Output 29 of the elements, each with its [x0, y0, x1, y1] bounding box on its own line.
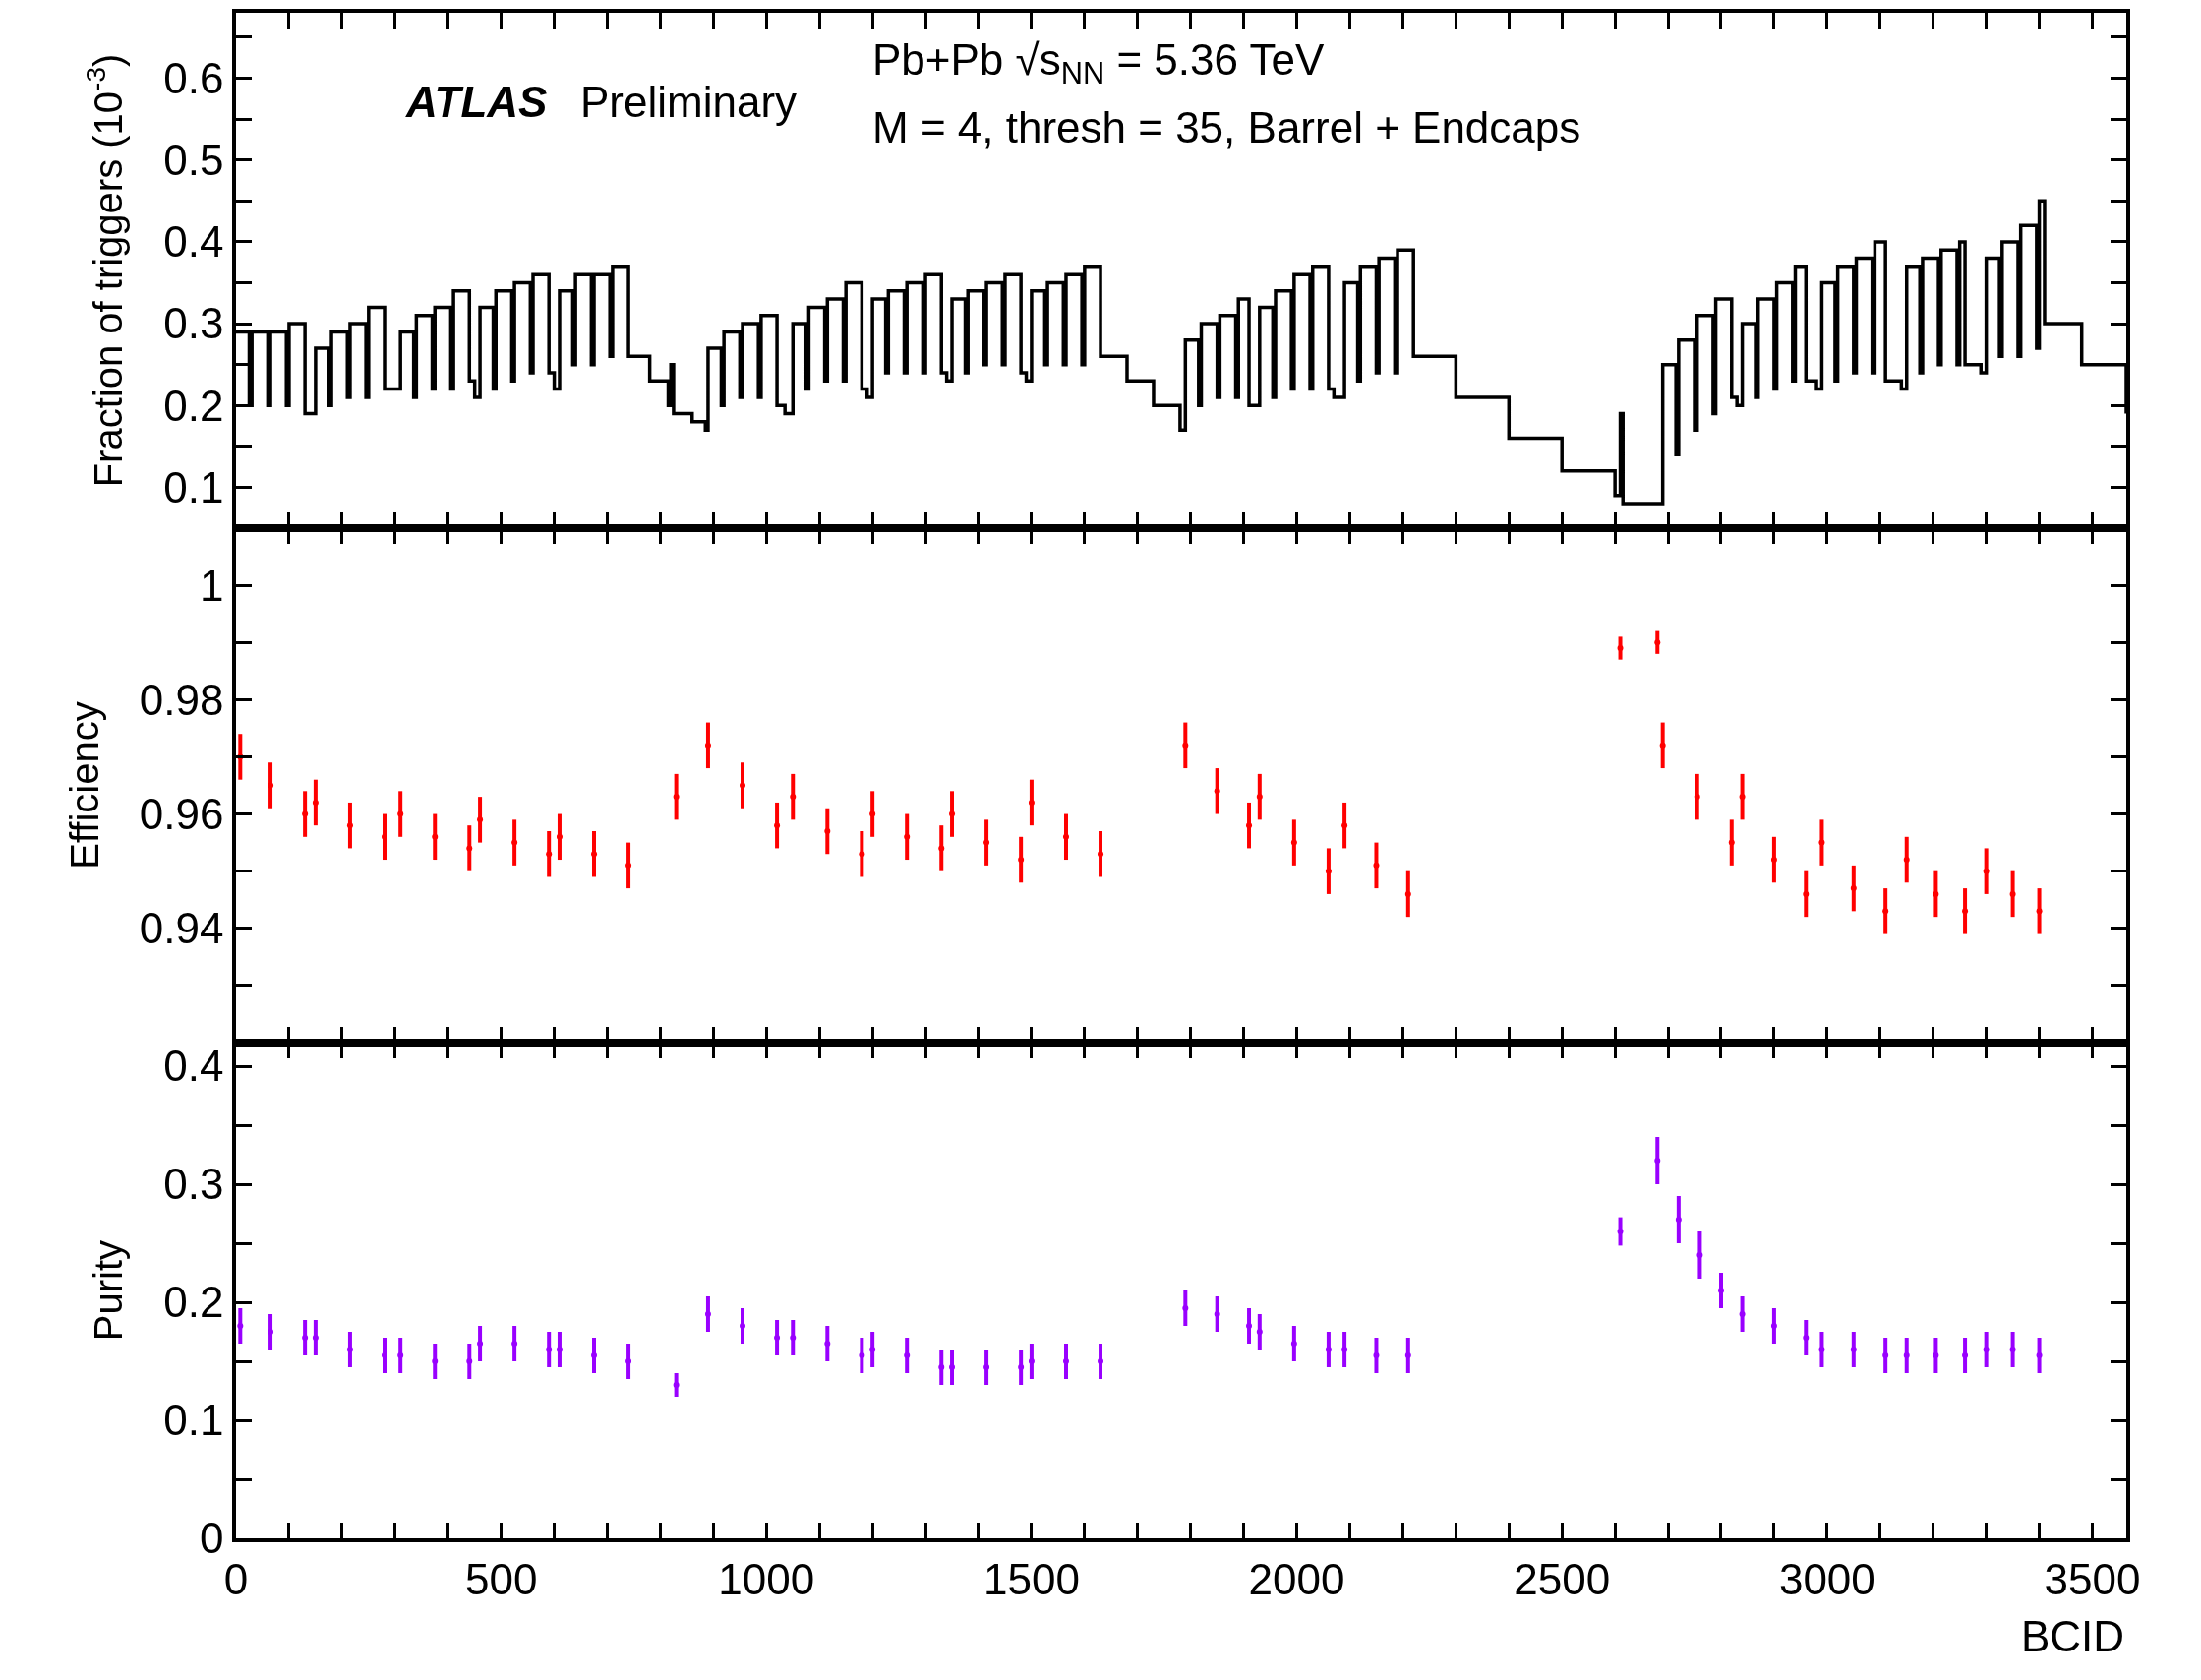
x-tick-label: 1000: [718, 1554, 815, 1603]
y-tick-label: 0.1: [163, 1396, 224, 1445]
annotation: M = 4, thresh = 35, Barrel + Endcaps: [872, 103, 1581, 151]
annotation: ATLAS: [405, 78, 548, 126]
y-tick-label: 0.4: [163, 1042, 224, 1091]
y-tick-label: 0.3: [163, 299, 224, 348]
y-tick-label: 0.96: [139, 789, 224, 838]
y-axis-title: Purity: [87, 1239, 131, 1342]
x-tick-label: 2000: [1248, 1554, 1345, 1603]
x-tick-label: 500: [464, 1554, 538, 1603]
x-axis-title: BCID: [2021, 1612, 2125, 1660]
x-tick-label: 3500: [2044, 1554, 2141, 1603]
annotation: Preliminary: [580, 78, 798, 126]
y-tick-label: 1: [199, 561, 224, 610]
y-tick-label: 0.2: [163, 381, 224, 430]
y-tick-label: 0: [199, 1514, 224, 1563]
y-tick-label: 0.6: [163, 53, 224, 102]
x-tick-label: 1500: [982, 1554, 1080, 1603]
y-tick-label: 0.1: [163, 462, 224, 511]
y-tick-label: 0.98: [139, 675, 224, 724]
y-axis-title: Efficiency: [62, 701, 106, 870]
y-tick-label: 0.4: [163, 217, 224, 267]
annotation: Pb+Pb √s$_{NN}$ = 5.36 TeV: [872, 35, 1325, 91]
x-tick-label: 2500: [1514, 1554, 1611, 1603]
y-tick-label: 0.5: [163, 136, 224, 185]
x-tick-label: 3000: [1778, 1554, 1875, 1603]
y-tick-label: 0.3: [163, 1160, 224, 1209]
y-tick-label: 0.94: [139, 904, 224, 953]
y-tick-label: 0.2: [163, 1278, 224, 1327]
